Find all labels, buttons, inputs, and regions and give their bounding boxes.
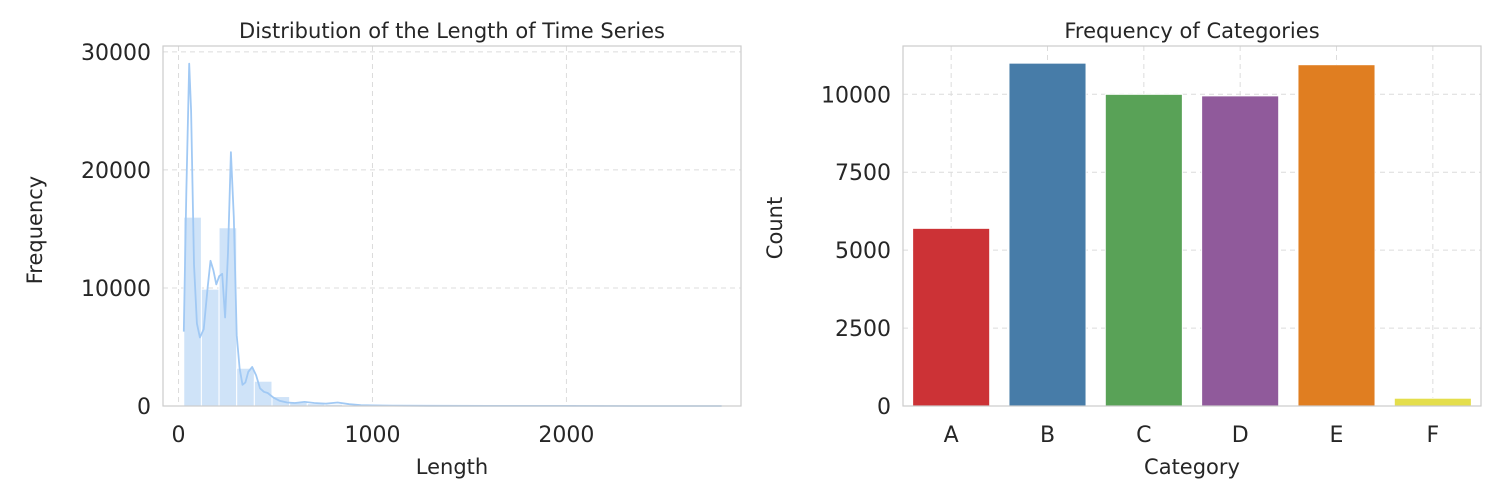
histogram-y-axis-label: Frequency [23,176,47,285]
bar-chart-x-tick-label: A [944,423,959,448]
histogram-x-tick-label: 1000 [344,423,400,448]
bar-chart-x-tick-label: C [1136,423,1151,448]
bar-chart-x-axis-label: Category [1144,455,1240,479]
histogram-y-tick-label: 10000 [81,277,151,302]
category-bar-e [1298,65,1375,406]
histogram-y-tick-label: 0 [137,395,151,420]
category-bar-b [1009,63,1086,406]
histogram-x-tick-label: 2000 [538,423,594,448]
bar-chart-y-tick-label: 2500 [835,317,891,342]
category-bar-d [1202,96,1279,406]
histogram-plot-frame [163,46,741,406]
bar-chart-y-tick-label: 10000 [821,83,891,108]
category-bar-c [1105,94,1182,406]
bar-chart-title: Frequency of Categories [1064,19,1319,43]
bar-chart-y-tick-label: 7500 [835,161,891,186]
bar-chart-x-tick-label: F [1427,423,1440,448]
histogram-chart: Distribution of the Length of Time Serie… [23,19,741,479]
category-bar-f [1394,398,1471,406]
category-bar-a [913,228,990,406]
category-bar-chart: Frequency of Categories Category Count 0… [763,19,1481,479]
bar-chart-y-tick-label: 0 [877,395,891,420]
histogram-bar [201,289,219,406]
kde-line [184,64,722,406]
bar-chart-y-tick-label: 5000 [835,239,891,264]
histogram-y-tick-label: 30000 [81,41,151,66]
histogram-title: Distribution of the Length of Time Serie… [239,19,665,43]
bar-chart-x-tick-label: D [1232,423,1249,448]
bar-chart-y-axis-label: Count [763,197,787,259]
histogram-bar [237,368,255,406]
bar-chart-x-tick-label: B [1040,423,1055,448]
histogram-x-tick-label: 0 [172,423,186,448]
histogram-bar [184,217,202,406]
bar-chart-x-tick-label: E [1330,423,1344,448]
histogram-y-tick-label: 20000 [81,159,151,184]
histogram-x-axis-label: Length [416,455,488,479]
